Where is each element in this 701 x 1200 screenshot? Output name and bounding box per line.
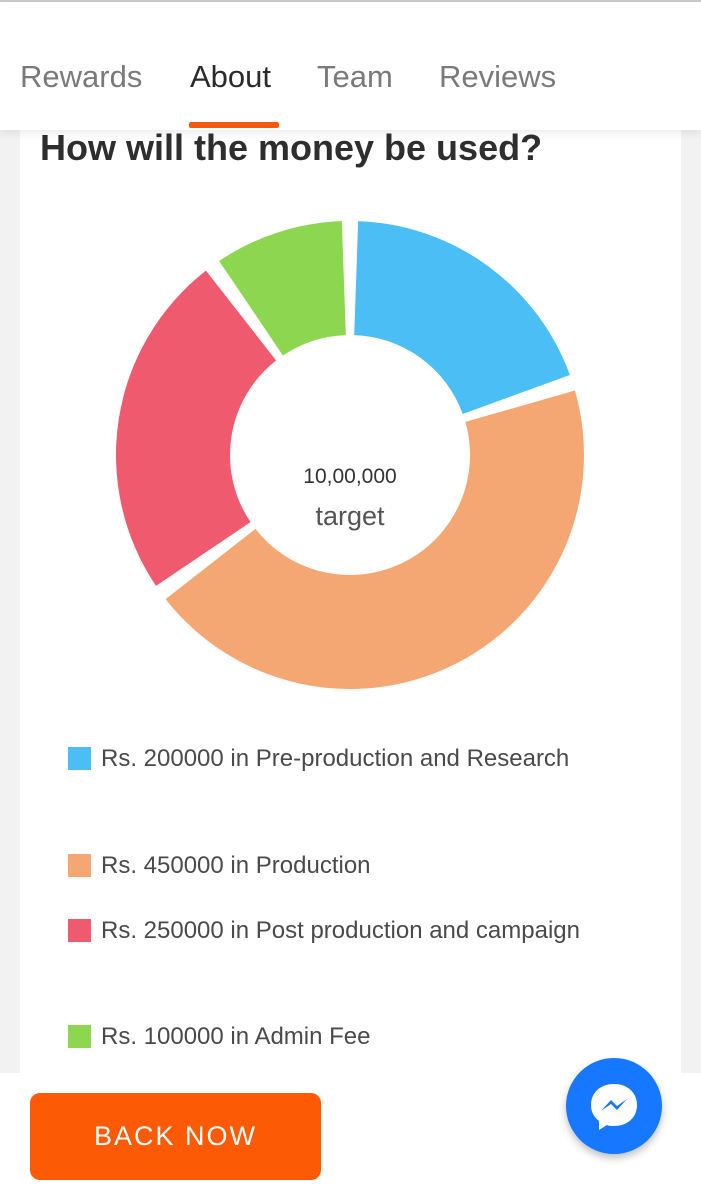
legend-text-admin-fee: Rs. 100000 in Admin Fee [101, 1023, 371, 1050]
legend-swatch-preproduction [68, 747, 91, 770]
legend-text-postproduction: Rs. 250000 in Post production and campai… [101, 917, 580, 944]
tab-rewards[interactable]: Rewards [20, 59, 143, 94]
tab-team[interactable]: Team [317, 59, 393, 94]
top-divider [0, 0, 701, 2]
chart-center-amount: 10,00,000 [303, 465, 397, 488]
active-tab-indicator [189, 122, 279, 128]
tab-about[interactable]: About [190, 59, 272, 94]
chart-center-label: target [315, 501, 385, 531]
tab-reviews[interactable]: Reviews [439, 59, 557, 94]
legend-text-production: Rs. 450000 in Production [101, 852, 371, 879]
legend-item-production: Rs. 450000 in Production [68, 844, 632, 887]
footer-bar: BACK NOW [0, 1073, 701, 1200]
messenger-icon [591, 1084, 637, 1130]
legend-item-admin-fee: Rs. 100000 in Admin Fee [68, 1015, 632, 1058]
section-title: How will the money be used? [40, 127, 543, 168]
legend-text-preproduction: Rs. 200000 in Pre-production and Researc… [101, 745, 570, 772]
messenger-button[interactable] [566, 1058, 662, 1154]
legend-swatch-admin-fee [68, 1025, 91, 1048]
back-now-button[interactable]: BACK NOW [30, 1093, 321, 1180]
legend-item-postproduction: Rs. 250000 in Post production and campai… [68, 909, 632, 952]
legend-swatch-production [68, 854, 91, 877]
legend-item-preproduction: Rs. 200000 in Pre-production and Researc… [68, 737, 632, 780]
tab-bar: Rewards About Team Reviews [0, 2, 701, 130]
legend-swatch-postproduction [68, 919, 91, 942]
